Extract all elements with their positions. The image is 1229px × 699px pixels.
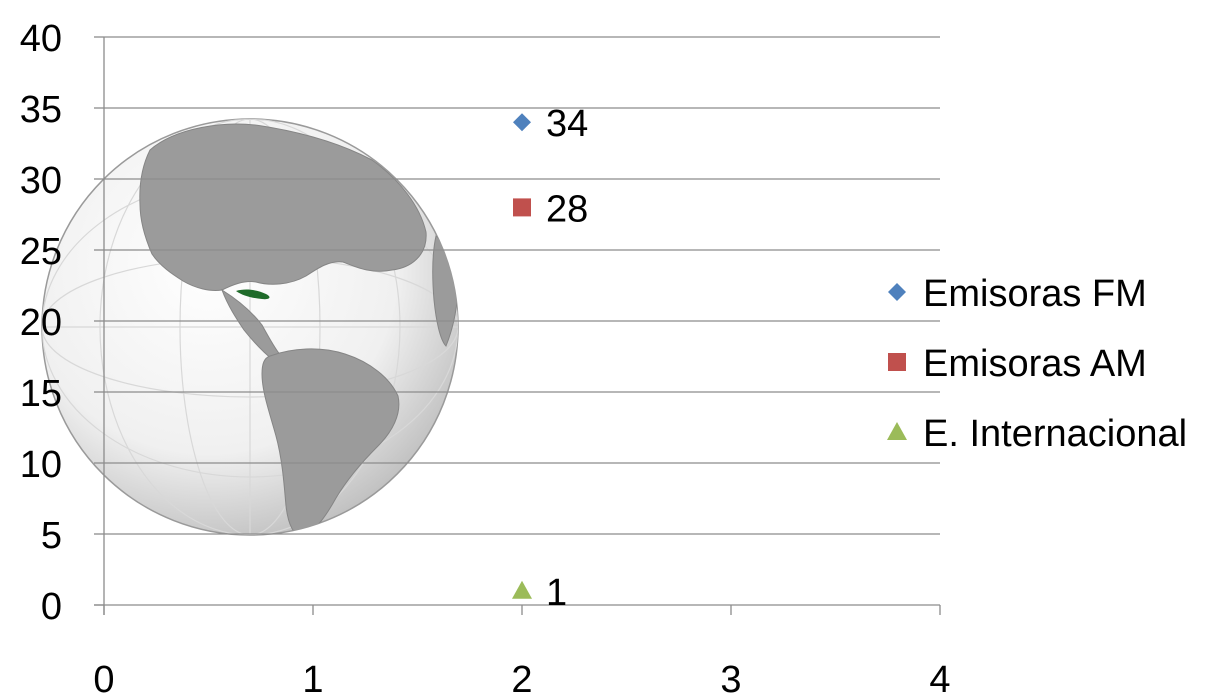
y-tick-label: 20 (20, 302, 62, 344)
legend-marker-diamond (888, 283, 906, 301)
data-points: 34 28 1 (512, 103, 588, 614)
legend-marker-triangle (887, 422, 907, 440)
y-tick-label: 35 (20, 89, 62, 131)
legend-marker-square (888, 353, 906, 371)
data-label: 28 (546, 188, 588, 230)
x-tick-label: 2 (511, 659, 532, 699)
y-tick-label: 30 (20, 160, 62, 202)
x-tick-label: 3 (720, 659, 741, 699)
data-label: 34 (546, 103, 588, 145)
y-tick-label: 10 (20, 444, 62, 486)
y-tick-label: 15 (20, 373, 62, 415)
y-tick-label: 40 (20, 18, 62, 60)
y-tick-label: 0 (41, 586, 62, 628)
x-tick-label: 4 (929, 659, 950, 699)
data-label: 1 (546, 572, 567, 614)
x-tick-label: 1 (302, 659, 323, 699)
y-tick-label: 25 (20, 231, 62, 273)
data-point-square (513, 198, 531, 217)
legend-label: E. Internacional (923, 413, 1187, 455)
data-point-triangle (512, 580, 532, 599)
data-point-diamond (513, 113, 531, 132)
legend: Emisoras FM Emisoras AM E. Internacional (887, 273, 1187, 455)
legend-label: Emisoras FM (923, 273, 1147, 315)
x-tick-label: 0 (93, 659, 114, 699)
axes (94, 36, 941, 615)
x-axis-tick-labels: 0 1 2 3 4 (93, 659, 950, 699)
y-axis-tick-labels: 0 5 10 15 20 25 30 35 40 (20, 18, 62, 628)
y-tick-label: 5 (41, 515, 62, 557)
gridlines (104, 36, 940, 535)
legend-label: Emisoras AM (923, 343, 1147, 385)
